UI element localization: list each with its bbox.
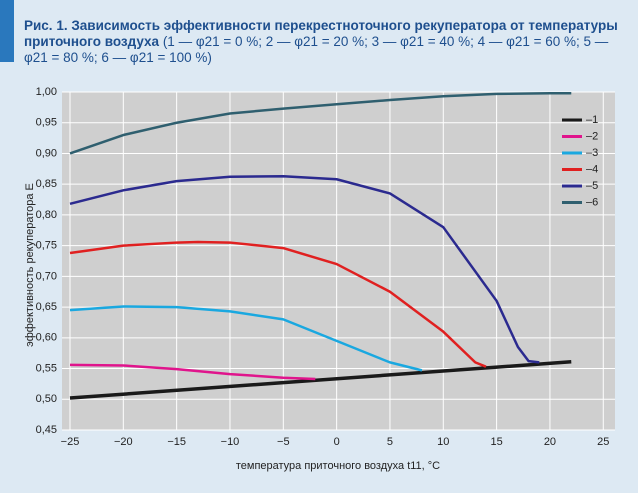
x-axis-label: температура приточного воздуха t11, °C [236,460,440,472]
chart-subtitle: (1 — φ21 = 0 %; 2 — φ21 = 20 %; 3 — φ21 … [24,34,609,65]
line-series [69,174,540,364]
legend-label: –4 [586,163,598,175]
y-axis-label: эффективность рекуператора E [24,183,36,347]
y-tick-label: 0,85 [36,178,57,190]
x-tick-label: −20 [114,436,133,448]
chart-title: Рис. 1. Зависимость эффективности перекр… [24,18,618,49]
y-tick-label: 0,50 [36,393,57,405]
y-tick-label: 0,70 [36,270,57,282]
y-tick-label: 1,00 [36,86,57,98]
legend-label: –1 [586,114,598,126]
y-tick-label: 0,55 [36,362,57,374]
plot-area [62,92,615,430]
x-tick-label: −25 [61,436,80,448]
x-tick-label: −15 [167,436,186,448]
legend-label: –6 [586,196,598,208]
y-tick-label: 0,80 [36,209,57,221]
y-tick-label: 0,45 [36,424,57,436]
y-tick-label: 0,65 [36,301,57,313]
header: Рис. 1. Зависимость эффективности перекр… [24,18,629,66]
y-tick-label: 0,75 [36,240,57,252]
line-series [69,91,572,155]
y-tick-label: 0,90 [36,147,57,159]
legend-label: –2 [586,130,598,142]
y-tick-label: 0,95 [36,117,57,129]
x-tick-label: −5 [277,436,290,448]
accent-bar [0,0,14,62]
line-series [69,360,572,400]
line-series [69,363,316,381]
x-tick-label: −10 [221,436,240,448]
legend-label: –5 [586,180,598,192]
legend-label: –3 [586,147,598,159]
x-tick-label: 15 [490,436,502,448]
y-tick-label: 0,60 [36,332,57,344]
x-tick-label: 5 [387,436,393,448]
line-series [69,240,487,368]
line-series [69,305,423,372]
x-tick-label: 25 [597,436,609,448]
x-tick-label: 0 [334,436,340,448]
x-tick-label: 20 [544,436,556,448]
x-tick-label: 10 [437,436,449,448]
